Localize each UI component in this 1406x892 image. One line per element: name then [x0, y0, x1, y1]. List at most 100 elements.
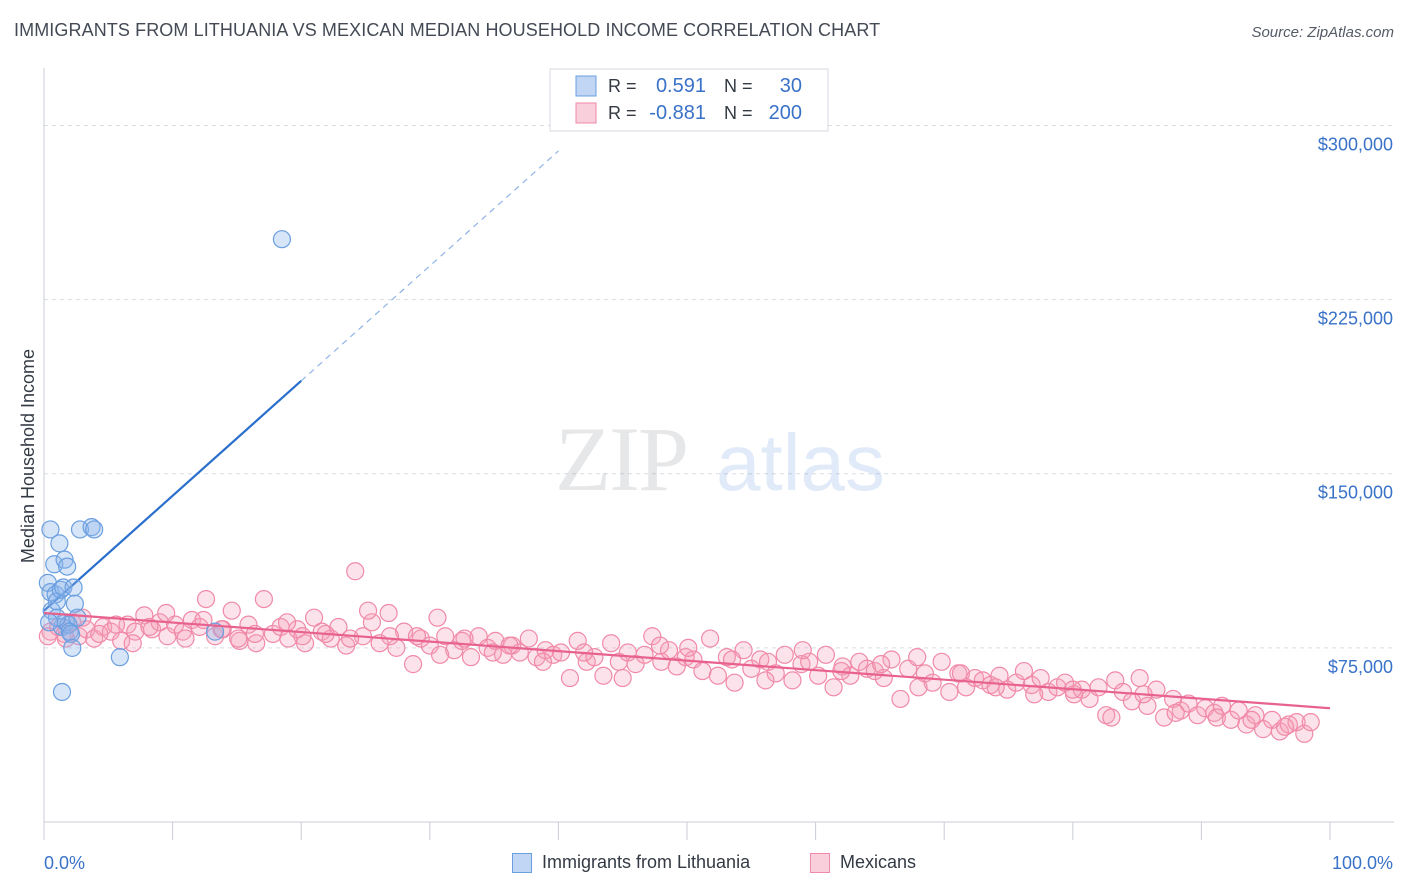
point-lithuania: [85, 520, 104, 539]
point-mexicans: [90, 624, 109, 644]
point-lithuania: [61, 624, 81, 644]
watermark: ZIP atlas: [555, 408, 885, 510]
point-mexicans: [500, 636, 519, 655]
point-mexicans: [205, 627, 225, 646]
trendline-mexicans-line: [43, 611, 1331, 710]
point-mexicans: [519, 629, 538, 648]
point-mexicans: [891, 689, 910, 709]
y-tick-label: $225,000: [1318, 309, 1393, 329]
point-mexicans: [701, 629, 720, 648]
series-lithuania: [38, 230, 292, 702]
point-mexicans: [793, 641, 812, 660]
legend-item-lithuania[interactable]: Immigrants from Lithuania: [512, 852, 750, 873]
point-mexicans: [756, 671, 775, 690]
point-lithuania: [55, 550, 74, 569]
point-lithuania: [82, 518, 101, 537]
point-mexicans: [940, 682, 959, 702]
point-lithuania: [272, 230, 292, 249]
point-mexicans: [430, 645, 450, 664]
point-mexicans: [1301, 713, 1320, 732]
legend-swatch-mexicans: [810, 852, 830, 873]
y-tick-label: $75,000: [1328, 657, 1393, 677]
legend-box: R = 0.591 N = 30 R = -0.881 N = 200: [549, 68, 829, 132]
point-mexicans: [196, 589, 216, 609]
point-mexicans: [533, 652, 553, 671]
point-mexicans: [650, 636, 670, 655]
point-mexicans: [157, 603, 176, 623]
point-mexicans: [1155, 708, 1174, 727]
trendline-dashed: [300, 150, 559, 382]
point-mexicans: [1130, 668, 1149, 688]
point-mexicans: [1212, 696, 1232, 716]
point-mexicans: [346, 562, 365, 581]
watermark-atlas: atlas: [716, 418, 885, 507]
y-tick-label: $300,000: [1318, 134, 1393, 154]
point-mexicans: [708, 666, 727, 685]
gridlines: [44, 124, 1394, 649]
point-lithuania: [63, 638, 82, 657]
point-lithuania: [68, 608, 87, 627]
point-mexicans: [882, 650, 901, 669]
point-mexicans: [1207, 708, 1226, 727]
y-axis-label: Median Household Income: [18, 349, 38, 563]
source-label: Source: ZipAtlas.com: [1251, 24, 1394, 41]
point-mexicans: [775, 645, 794, 664]
legend-r-value: 0.591: [656, 75, 706, 97]
point-mexicans: [140, 617, 159, 637]
point-mexicans: [247, 634, 266, 653]
point-lithuania: [52, 682, 72, 702]
legend-label-lithuania: Immigrants from Lithuania: [542, 852, 751, 872]
point-mexicans: [908, 648, 927, 667]
point-mexicans: [176, 629, 195, 648]
point-mexicans: [568, 631, 587, 650]
point-mexicans: [1025, 685, 1044, 704]
point-mexicans: [403, 655, 423, 674]
point-mexicans: [679, 638, 698, 657]
point-lithuania: [65, 594, 84, 613]
point-mexicans: [229, 629, 248, 648]
point-mexicans: [1014, 661, 1034, 681]
point-mexicans: [872, 655, 891, 674]
series-mexicans: [38, 562, 1320, 743]
point-mexicans: [1295, 724, 1314, 743]
point-mexicans: [1138, 696, 1157, 716]
point-mexicans: [824, 678, 843, 697]
point-mexicans: [1089, 678, 1108, 697]
point-mexicans: [445, 641, 464, 660]
point-lithuania: [50, 534, 69, 553]
point-mexicans: [380, 627, 400, 646]
point-lithuania: [70, 520, 90, 539]
point-mexicans: [613, 668, 632, 688]
legend-bottom: Immigrants from Lithuania Mexicans: [0, 850, 1406, 878]
point-mexicans: [461, 648, 481, 667]
point-mexicans: [304, 608, 324, 627]
point-mexicans: [293, 627, 312, 646]
trendline-lithuania: [43, 150, 559, 612]
point-mexicans: [693, 661, 712, 681]
point-mexicans: [932, 652, 951, 671]
point-lithuania: [64, 578, 83, 597]
point-mexicans: [295, 634, 315, 653]
trendline-solid: [43, 380, 302, 612]
legend-item-mexicans[interactable]: Mexicans: [810, 852, 916, 873]
legend-r-label: R =: [608, 76, 637, 96]
legend-label-mexicans: Mexicans: [840, 852, 917, 872]
point-mexicans: [407, 627, 427, 646]
x-tick-labels: 0.0% 100.0%: [44, 853, 1393, 873]
point-mexicans: [38, 627, 57, 646]
point-mexicans: [986, 678, 1005, 697]
legend-swatch: [575, 75, 597, 97]
legend-swatch-lithuania: [512, 852, 532, 873]
x-tick-label: 0.0%: [44, 853, 85, 873]
point-mexicans: [340, 629, 360, 648]
point-mexicans: [483, 643, 502, 662]
point-lithuania: [40, 613, 59, 632]
axes: [43, 68, 1394, 840]
legend-n-value: 30: [780, 75, 802, 97]
point-mexicans: [254, 589, 274, 609]
point-mexicans: [1166, 703, 1185, 722]
point-lithuania: [58, 557, 77, 576]
legend-r-value: -0.881: [649, 102, 706, 124]
point-mexicans: [436, 627, 455, 646]
